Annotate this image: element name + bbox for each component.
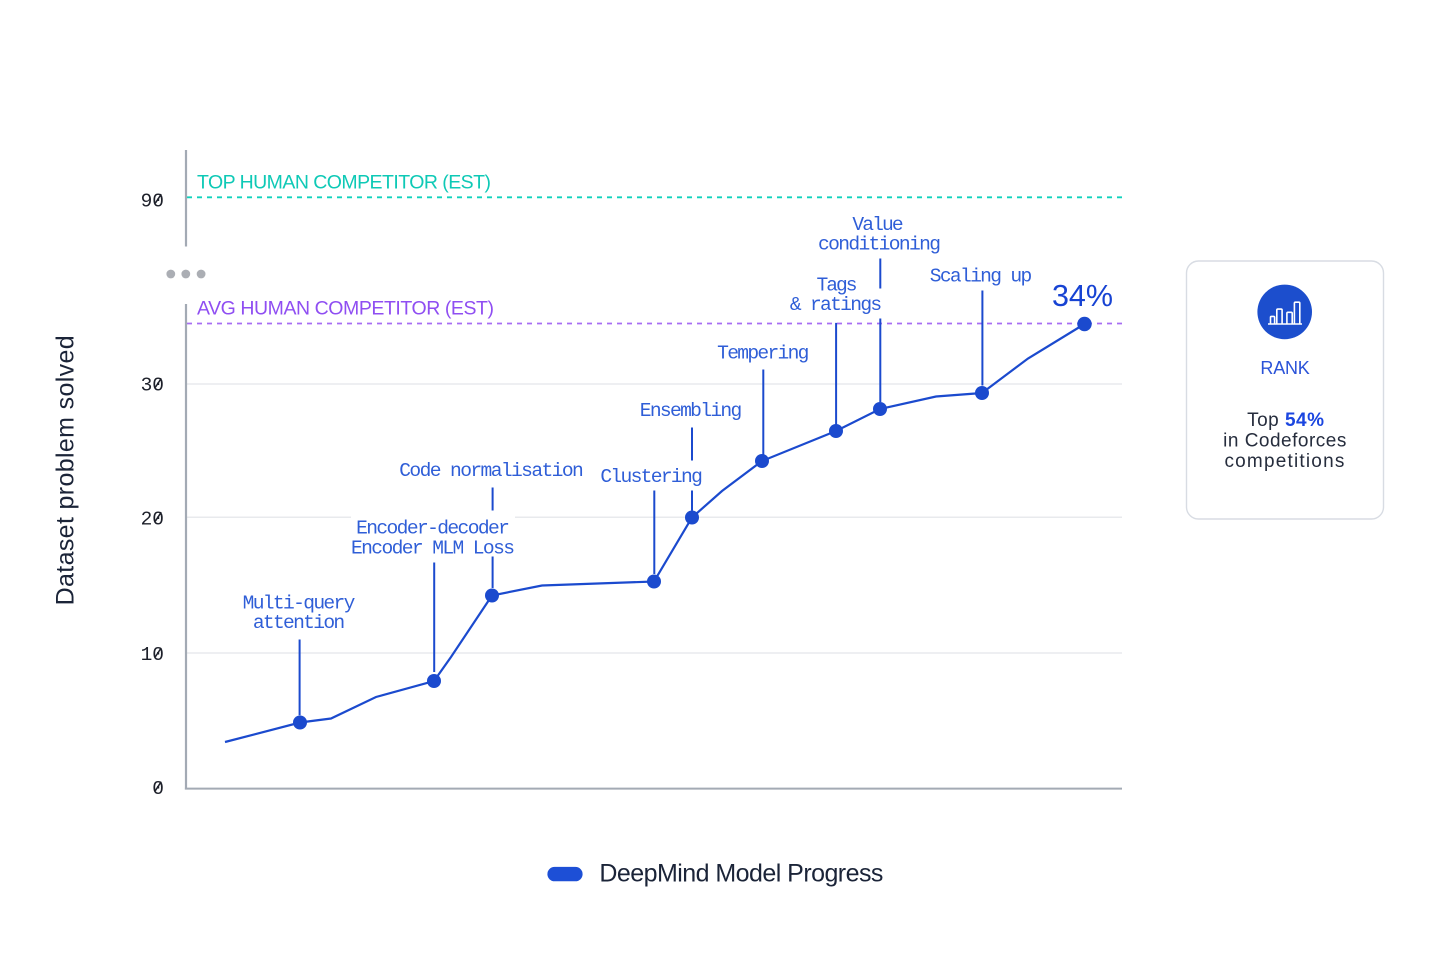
svg-text:34%: 34%: [1052, 279, 1113, 313]
svg-text:Clustering: Clustering: [600, 466, 703, 488]
svg-text:20: 20: [141, 508, 164, 530]
svg-text:in Codeforces: in Codeforces: [1223, 430, 1347, 451]
svg-text:10: 10: [141, 644, 164, 666]
svg-text:0: 0: [152, 778, 164, 800]
svg-text:Tags: Tags: [817, 275, 858, 297]
svg-text:Tempering: Tempering: [717, 343, 809, 365]
svg-text:90: 90: [141, 190, 164, 212]
svg-text:Ensembling: Ensembling: [640, 400, 743, 422]
svg-text:Multi-query: Multi-query: [243, 593, 356, 615]
svg-text:DeepMind Model Progress: DeepMind Model Progress: [599, 859, 883, 887]
svg-text:TOP HUMAN COMPETITOR (EST): TOP HUMAN COMPETITOR (EST): [197, 171, 491, 193]
svg-text:& ratings: & ratings: [790, 294, 882, 316]
svg-text:conditioning: conditioning: [818, 234, 941, 256]
svg-text:Encoder MLM Loss: Encoder MLM Loss: [351, 538, 515, 560]
svg-text:Top 54%: Top 54%: [1247, 410, 1324, 431]
svg-text:30: 30: [141, 375, 164, 397]
svg-text:Dataset problem solved: Dataset problem solved: [52, 335, 80, 605]
svg-text:competitions: competitions: [1224, 451, 1345, 472]
svg-text:AVG HUMAN COMPETITOR (EST): AVG HUMAN COMPETITOR (EST): [197, 297, 494, 319]
svg-text:Code normalisation: Code normalisation: [399, 460, 584, 482]
svg-text:Value: Value: [852, 214, 903, 236]
svg-text:RANK: RANK: [1260, 358, 1309, 378]
svg-text:attention: attention: [253, 612, 345, 634]
svg-text:Scaling up: Scaling up: [930, 266, 1033, 288]
svg-text:Encoder-decoder: Encoder-decoder: [356, 518, 510, 540]
